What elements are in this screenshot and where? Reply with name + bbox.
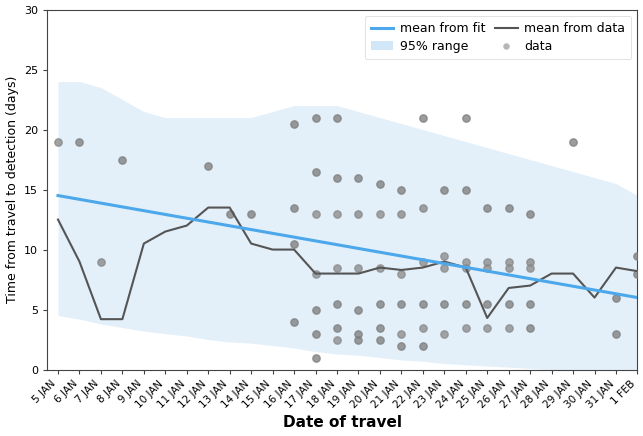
Point <box>503 258 514 265</box>
Point <box>246 210 257 217</box>
Point <box>503 264 514 271</box>
Point <box>460 300 471 307</box>
Point <box>482 324 493 331</box>
Point <box>460 258 471 265</box>
Point <box>332 324 342 331</box>
Point <box>353 210 363 217</box>
Point <box>482 300 493 307</box>
Point <box>611 330 621 337</box>
Point <box>396 270 406 277</box>
Point <box>439 300 449 307</box>
Point <box>439 186 449 193</box>
Point <box>418 114 428 121</box>
Point <box>353 306 363 313</box>
Point <box>332 210 342 217</box>
Point <box>439 252 449 259</box>
Point <box>75 138 85 145</box>
Point <box>311 330 321 337</box>
Point <box>289 318 299 325</box>
Point <box>503 324 514 331</box>
Point <box>53 138 63 145</box>
Point <box>311 354 321 361</box>
Point <box>311 306 321 313</box>
Point <box>117 156 127 163</box>
Point <box>439 330 449 337</box>
Point <box>632 252 642 259</box>
Point <box>396 342 406 349</box>
Point <box>482 258 493 265</box>
Point <box>311 168 321 175</box>
Point <box>396 210 406 217</box>
Point <box>375 210 385 217</box>
Point <box>418 324 428 331</box>
Point <box>460 324 471 331</box>
Point <box>375 324 385 331</box>
Point <box>311 114 321 121</box>
Point <box>482 264 493 271</box>
Point <box>203 162 213 169</box>
Point <box>353 264 363 271</box>
Point <box>332 300 342 307</box>
Point <box>396 300 406 307</box>
Point <box>503 204 514 211</box>
Point <box>460 114 471 121</box>
Point <box>353 174 363 181</box>
Point <box>332 114 342 121</box>
Point <box>525 300 535 307</box>
Point <box>460 264 471 271</box>
Y-axis label: Time from travel to detection (days): Time from travel to detection (days) <box>6 76 19 303</box>
Point <box>332 336 342 343</box>
Point <box>568 138 578 145</box>
Point <box>96 258 106 265</box>
Point <box>611 294 621 301</box>
Point <box>375 264 385 271</box>
Point <box>224 210 235 217</box>
Point <box>503 300 514 307</box>
X-axis label: Date of travel: Date of travel <box>283 416 402 430</box>
Point <box>396 186 406 193</box>
Point <box>353 336 363 343</box>
Point <box>289 240 299 247</box>
Point <box>375 180 385 187</box>
Point <box>418 204 428 211</box>
Point <box>332 174 342 181</box>
Point <box>311 210 321 217</box>
Point <box>525 258 535 265</box>
Point <box>482 204 493 211</box>
Point <box>353 330 363 337</box>
Legend: mean from fit, 95% range, mean from data, data: mean from fit, 95% range, mean from data… <box>365 16 631 59</box>
Point <box>418 300 428 307</box>
Point <box>525 324 535 331</box>
Point <box>332 264 342 271</box>
Point <box>289 120 299 127</box>
Point <box>418 258 428 265</box>
Point <box>525 210 535 217</box>
Point <box>418 342 428 349</box>
Point <box>439 264 449 271</box>
Point <box>396 330 406 337</box>
Point <box>289 204 299 211</box>
Point <box>632 270 642 277</box>
Point <box>311 270 321 277</box>
Point <box>525 264 535 271</box>
Point <box>375 300 385 307</box>
Point <box>460 186 471 193</box>
Point <box>375 336 385 343</box>
